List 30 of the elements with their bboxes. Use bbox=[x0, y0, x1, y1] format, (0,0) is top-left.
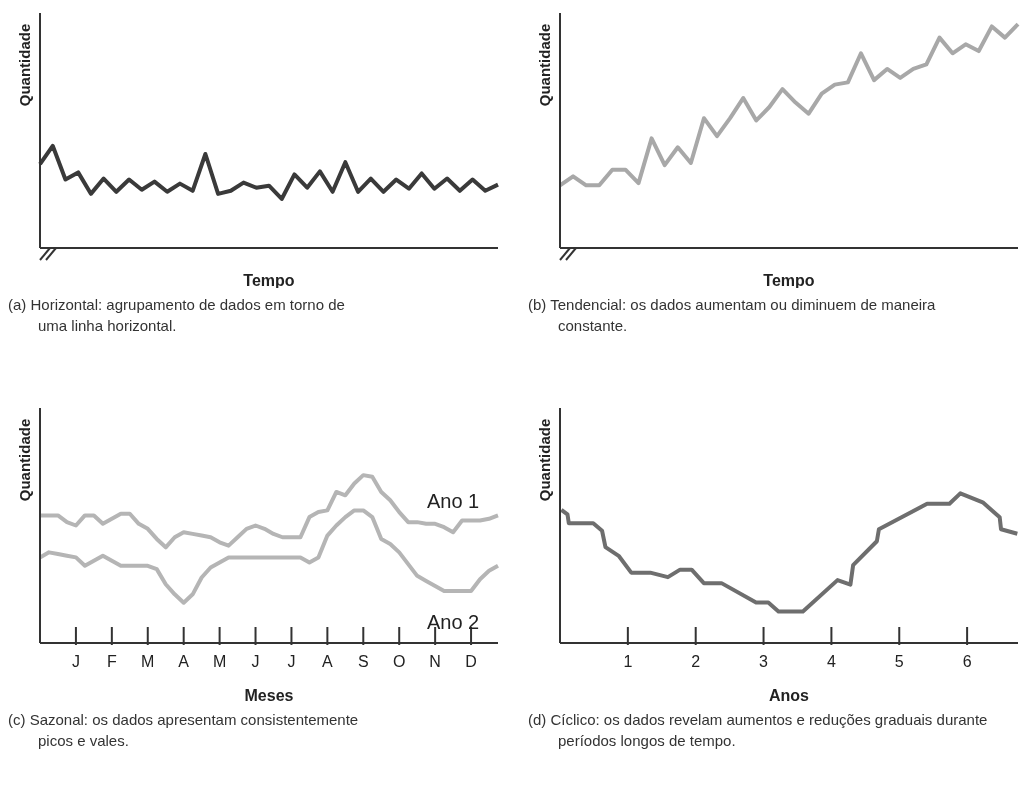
x-tick-label: S bbox=[357, 653, 369, 670]
y-axis-title: Quantidade bbox=[535, 418, 553, 502]
x-tick-label: 4 bbox=[826, 653, 836, 670]
x-tick-label: M bbox=[212, 653, 227, 670]
x-tick-label: A bbox=[178, 653, 190, 670]
x-tick-label: M bbox=[141, 653, 155, 670]
y-axis-title: Quantidade bbox=[15, 418, 33, 502]
x-tick-label: J bbox=[251, 653, 260, 670]
x-tick-label: J bbox=[71, 653, 80, 670]
x-tick-label: 6 bbox=[962, 653, 972, 670]
series-label: Ano 1 bbox=[426, 490, 480, 513]
x-axis-title: Anos bbox=[769, 687, 810, 704]
x-tick-label: A bbox=[322, 653, 334, 670]
x-tick-label: N bbox=[429, 653, 441, 670]
text: (a) Horizontal: agrupamento de dados em torno de uma linha horizontal. bbox=[8, 295, 346, 336]
x-tick-label: F bbox=[106, 653, 117, 670]
y-axis-title: Quantidade bbox=[535, 23, 553, 107]
text: (b) Tendencial: os dados aumentam ou diminuem de maneira constante. bbox=[528, 295, 937, 336]
text: (c) Sazonal: os dados apresentam consistentemente picos e vales. bbox=[8, 710, 360, 751]
x-tick-label: O bbox=[392, 653, 406, 670]
x-tick-label: 1 bbox=[623, 653, 633, 670]
x-axis-title: Meses bbox=[244, 687, 294, 704]
x-tick-label: D bbox=[465, 653, 477, 670]
text: (d) Cíclico: os dados revelam aumentos e reduções graduais durante períodos longos de tempo. bbox=[528, 710, 989, 751]
y-axis-title: Quantidade bbox=[15, 23, 33, 107]
x-tick-label: 3 bbox=[759, 653, 769, 670]
x-tick-label: J bbox=[287, 653, 296, 670]
series-label: Ano 2 bbox=[426, 610, 480, 633]
x-tick-label: 5 bbox=[894, 653, 904, 670]
x-tick-label: 2 bbox=[691, 653, 701, 670]
